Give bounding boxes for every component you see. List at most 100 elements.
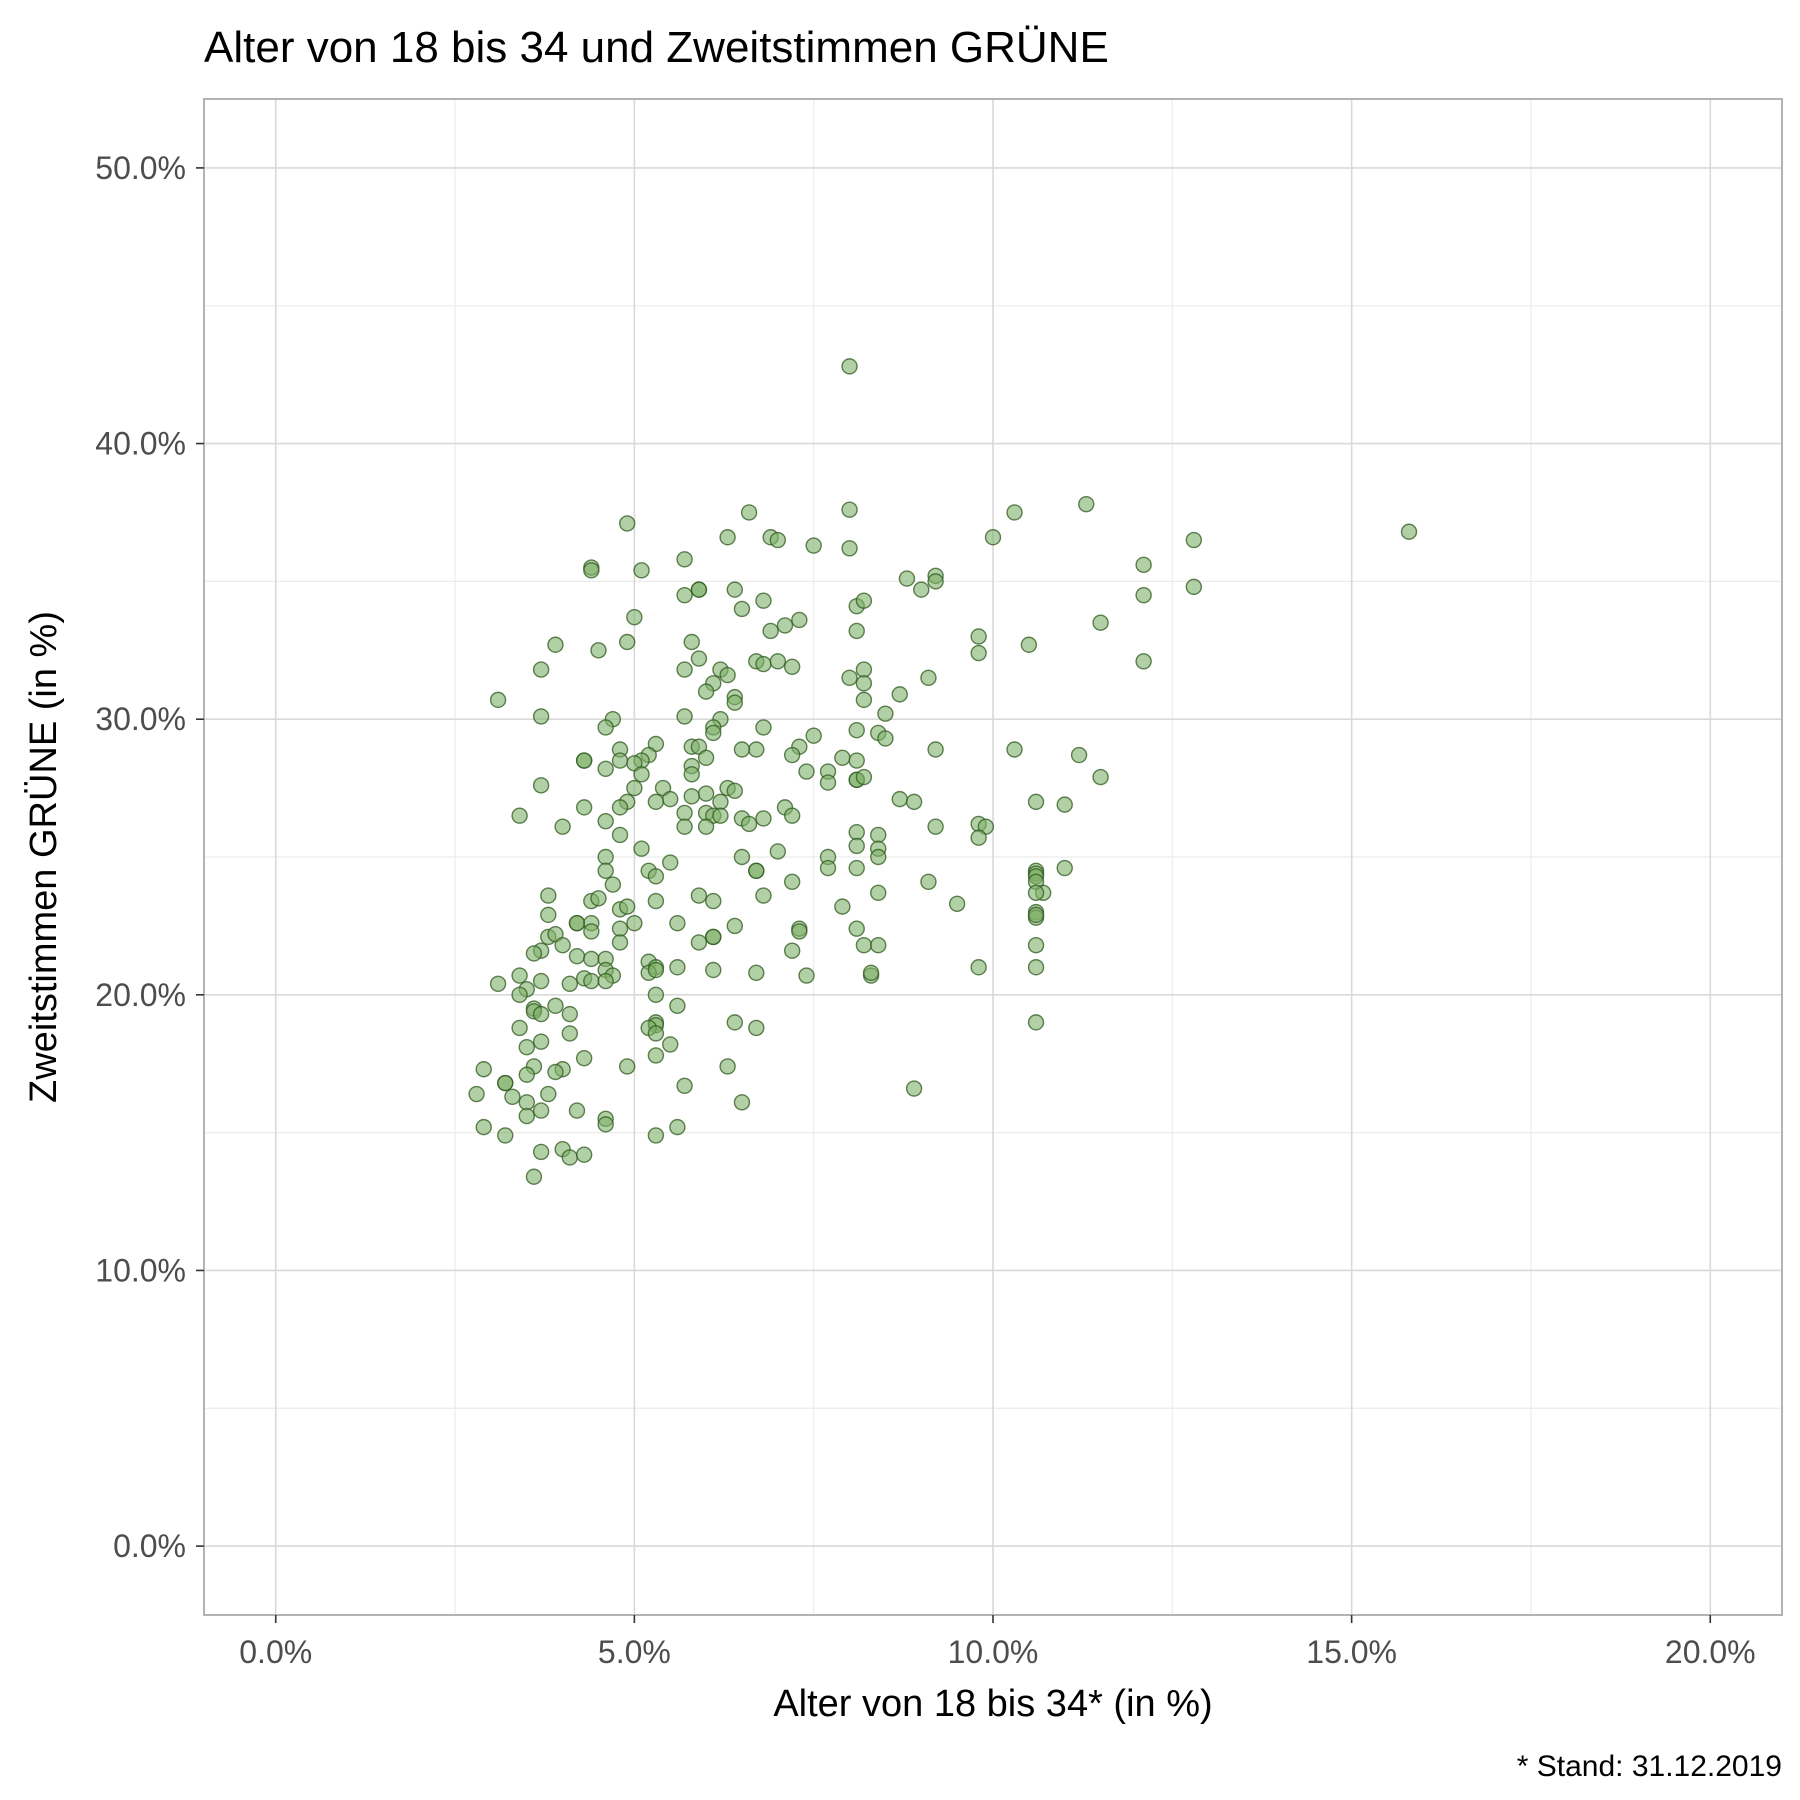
data-point xyxy=(948,895,966,913)
data-point xyxy=(683,633,700,651)
data-point xyxy=(834,749,851,766)
data-point xyxy=(532,1143,550,1161)
data-point xyxy=(1185,531,1203,549)
data-point xyxy=(540,1085,557,1103)
data-point xyxy=(1078,495,1095,513)
data-point xyxy=(618,633,636,651)
data-point xyxy=(712,793,729,811)
data-point xyxy=(669,997,686,1015)
data-point xyxy=(647,986,665,1004)
data-point xyxy=(604,876,622,893)
data-point xyxy=(841,540,858,557)
data-point xyxy=(783,746,801,764)
data-point xyxy=(970,628,987,645)
data-point xyxy=(611,920,629,937)
data-point xyxy=(783,942,801,959)
data-point xyxy=(662,854,679,871)
data-point xyxy=(690,934,708,951)
data-point xyxy=(798,967,815,984)
data-point xyxy=(726,782,743,800)
data-point xyxy=(755,592,772,609)
data-point xyxy=(733,848,751,866)
data-point xyxy=(834,898,851,915)
data-point xyxy=(647,868,665,885)
data-point xyxy=(705,928,722,946)
data-point xyxy=(841,669,858,687)
data-point xyxy=(633,766,650,783)
data-point xyxy=(468,1085,485,1103)
data-point xyxy=(848,722,865,739)
data-point xyxy=(1185,578,1203,596)
data-point xyxy=(920,669,937,687)
data-point xyxy=(905,793,923,811)
data-point xyxy=(783,658,801,676)
data-point xyxy=(805,727,822,744)
data-point xyxy=(1056,796,1073,813)
data-point xyxy=(733,741,751,758)
data-point xyxy=(489,691,507,709)
data-point xyxy=(597,862,614,879)
x-tick-label: 10.0% xyxy=(948,1634,1039,1670)
data-point xyxy=(705,961,722,979)
data-point xyxy=(475,1061,492,1078)
data-point xyxy=(597,760,614,777)
data-point xyxy=(726,581,743,598)
data-point xyxy=(511,967,528,984)
data-point xyxy=(870,937,887,954)
data-point xyxy=(568,914,586,932)
data-point xyxy=(561,975,579,992)
data-point xyxy=(927,741,944,758)
data-point xyxy=(511,1019,528,1037)
data-point xyxy=(690,650,708,667)
data-point xyxy=(755,810,772,827)
data-point xyxy=(927,818,944,835)
x-tick-label: 0.0% xyxy=(239,1634,312,1670)
data-point xyxy=(848,622,865,640)
data-point xyxy=(733,600,751,618)
data-point xyxy=(626,914,643,932)
data-point xyxy=(575,799,593,816)
data-point xyxy=(740,815,758,833)
data-point xyxy=(920,873,937,891)
x-tick-label: 15.0% xyxy=(1306,1634,1397,1670)
data-point xyxy=(518,1038,535,1056)
data-point xyxy=(618,898,636,915)
data-point xyxy=(719,666,736,684)
data-point xyxy=(554,818,571,835)
data-point xyxy=(676,586,693,604)
y-tick-label: 30.0% xyxy=(95,701,186,737)
data-point xyxy=(511,986,528,1004)
data-point xyxy=(748,862,765,879)
data-point xyxy=(719,529,736,546)
data-point xyxy=(697,749,715,766)
data-point xyxy=(1027,959,1045,976)
data-point xyxy=(590,890,607,907)
data-point xyxy=(611,799,629,816)
data-point xyxy=(497,1127,514,1144)
data-points xyxy=(468,358,1418,1185)
data-point xyxy=(618,1058,636,1075)
data-point xyxy=(1135,556,1152,574)
data-point xyxy=(583,972,600,990)
data-point xyxy=(547,636,564,653)
data-point xyxy=(583,950,600,968)
data-point xyxy=(848,823,865,841)
data-point xyxy=(841,358,858,375)
data-point xyxy=(683,766,700,783)
data-point xyxy=(561,1005,579,1023)
data-point xyxy=(676,818,693,835)
data-point xyxy=(597,972,614,990)
data-point xyxy=(726,1014,743,1031)
data-point xyxy=(633,840,650,857)
data-point xyxy=(697,818,715,835)
data-point xyxy=(590,642,607,659)
data-point xyxy=(611,826,629,844)
data-point xyxy=(525,1168,543,1185)
data-point xyxy=(583,562,600,579)
data-point xyxy=(633,562,650,579)
data-point xyxy=(532,1033,550,1050)
data-point xyxy=(877,705,894,722)
data-point xyxy=(647,793,665,811)
data-point xyxy=(791,611,808,629)
